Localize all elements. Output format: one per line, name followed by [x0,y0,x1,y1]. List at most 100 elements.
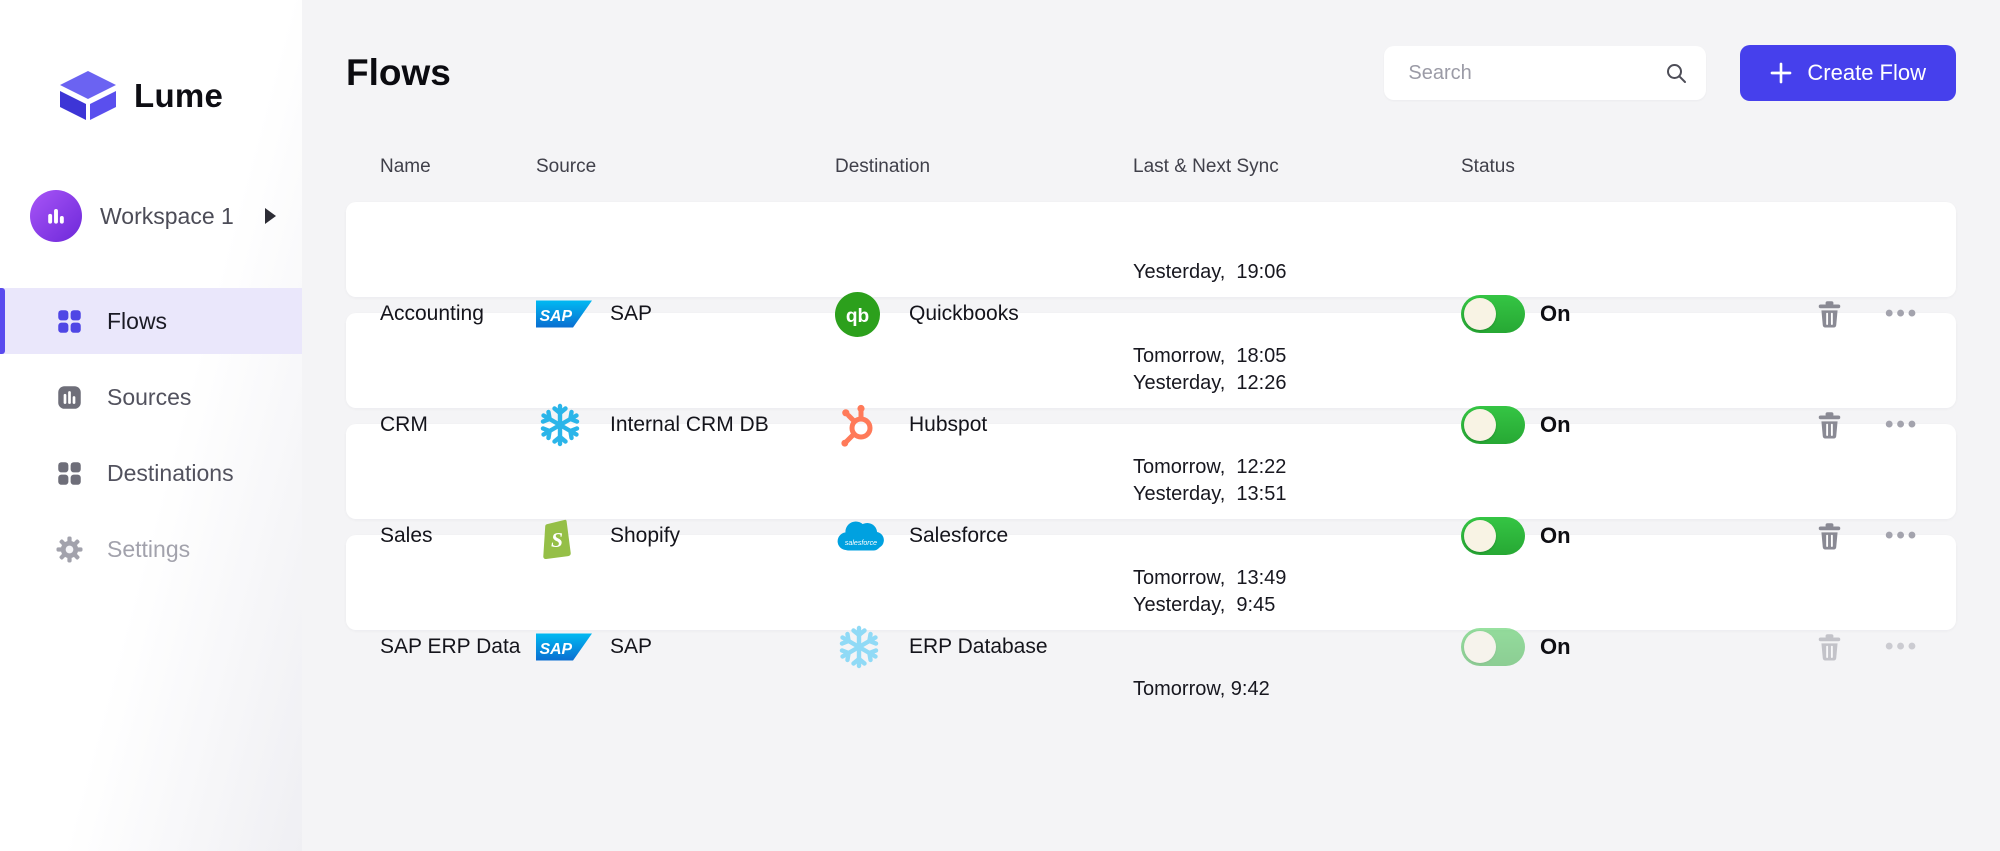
column-header-name: Name [380,156,431,177]
next-sync: Tomorrow, 9:42 [1133,678,1270,700]
flow-status: On [1461,406,1810,444]
sidebar: Lume Workspace 1 Flows Sources Destina [0,0,302,851]
delete-flow-button[interactable] [1816,633,1843,662]
snowflake-light-icon [835,623,893,671]
flow-row[interactable]: Sales Shopify Salesforce Yesterday, 13:5… [346,424,1956,589]
last-sync: Yesterday, 9:45 [1133,594,1276,616]
flow-row[interactable]: Accounting SAP Quickbooks Yesterday, 19:… [346,202,1956,367]
trash-icon [1816,411,1843,440]
column-header-sync: Last & Next Sync [1133,156,1279,177]
more-options-button[interactable] [1885,524,1919,548]
main-content: Flows Create Flow Name Source Destinatio… [302,0,2000,851]
flow-source: SAP [536,300,835,328]
flow-actions [1810,522,1956,551]
next-sync: Tomorrow, 13:49 [1133,567,1287,589]
flow-sync-times: Yesterday, 19:06 Tomorrow, 18:05 [1133,202,1461,426]
source-label: Internal CRM DB [610,413,769,436]
hubspot-icon [835,403,893,447]
next-sync: Tomorrow, 18:05 [1133,345,1287,367]
flow-status: On [1461,517,1810,555]
nav-label-sources: Sources [107,383,192,410]
flow-row[interactable]: CRM Internal CRM DB Hubspot Yesterday, 1… [346,313,1956,478]
workspace-avatar-bars-icon [48,208,64,224]
flow-row[interactable]: SAP ERP Data SAP ERP Database Yesterday,… [346,535,1956,700]
flow-destination: Hubspot [835,403,1133,447]
app-name: Lume [134,77,224,114]
more-options-button[interactable] [1885,635,1919,659]
create-flow-label: Create Flow [1807,60,1926,85]
page-title: Flows [346,52,451,93]
sidebar-item-sources[interactable]: Sources [0,364,302,430]
workspace-avatar [30,190,82,242]
flows-grid-icon [56,308,83,335]
flow-actions [1810,411,1956,440]
snowflake-icon [536,401,594,449]
destination-label: ERP Database [909,635,1048,658]
sidebar-nav: Flows Sources Destinations Settings [0,288,302,582]
quickbooks-icon [835,292,893,337]
flow-source: Shopify [536,514,835,559]
shopify-icon [536,514,594,559]
flow-sync-times: Yesterday, 12:26 Tomorrow, 12:22 [1133,313,1461,537]
search-box[interactable] [1384,46,1707,100]
toggle-knob [1464,631,1496,663]
flow-destination: ERP Database [835,623,1133,671]
plus-icon [1770,62,1792,84]
delete-flow-button[interactable] [1816,300,1843,329]
next-sync: Tomorrow, 12:22 [1133,456,1287,478]
status-label: On [1540,412,1571,437]
flow-actions [1810,633,1956,662]
toggle-knob [1464,409,1496,441]
status-toggle[interactable] [1461,628,1525,666]
create-flow-button[interactable]: Create Flow [1740,45,1956,101]
more-options-button[interactable] [1885,413,1919,437]
flow-destination: Salesforce [835,518,1133,554]
last-sync: Yesterday, 12:26 [1133,372,1287,394]
last-sync: Yesterday, 13:51 [1133,483,1287,505]
status-label: On [1540,523,1571,548]
trash-icon [1816,522,1843,551]
app-logo: Lume [0,0,302,122]
status-toggle[interactable] [1461,517,1525,555]
more-options-button[interactable] [1885,302,1919,326]
delete-flow-button[interactable] [1816,411,1843,440]
status-toggle[interactable] [1461,295,1525,333]
destination-label: Salesforce [909,524,1009,547]
nav-label-destinations: Destinations [107,459,234,486]
sidebar-item-settings[interactable]: Settings [0,516,302,582]
source-label: Shopify [610,524,681,547]
flow-sync-times: Yesterday, 9:45 Tomorrow, 9:42 [1133,535,1461,759]
sidebar-item-destinations[interactable]: Destinations [0,440,302,506]
header-actions: Create Flow [1384,45,1956,101]
flows-table-body: Accounting SAP Quickbooks Yesterday, 19:… [346,202,1956,700]
page-header: Flows Create Flow [346,44,1956,102]
search-icon [1664,61,1688,85]
sap-icon [536,300,594,328]
workspace-expand-icon[interactable] [265,208,276,224]
flow-source: Internal CRM DB [536,401,835,449]
sidebar-item-flows[interactable]: Flows [0,288,302,354]
trash-icon [1816,300,1843,329]
gear-icon [56,536,83,563]
status-toggle[interactable] [1461,406,1525,444]
workspace-selector[interactable]: Workspace 1 [30,190,276,242]
nav-label-settings: Settings [107,535,191,562]
flow-name: CRM [380,413,428,436]
trash-icon [1816,633,1843,662]
search-input[interactable] [1406,60,1665,86]
column-header-destination: Destination [835,156,931,177]
flow-actions [1810,300,1956,329]
sources-bars-icon [56,384,83,411]
status-label: On [1540,301,1571,326]
flow-name: SAP ERP Data [380,635,521,658]
flow-sync-times: Yesterday, 13:51 Tomorrow, 13:49 [1133,424,1461,648]
flow-name: Accounting [380,302,484,325]
delete-flow-button[interactable] [1816,522,1843,551]
sap-icon [536,633,594,661]
flow-status: On [1461,295,1810,333]
column-header-source: Source [536,156,597,177]
status-label: On [1540,634,1571,659]
destination-label: Quickbooks [909,302,1019,325]
lume-logo-icon [58,70,118,122]
source-label: SAP [610,302,653,325]
